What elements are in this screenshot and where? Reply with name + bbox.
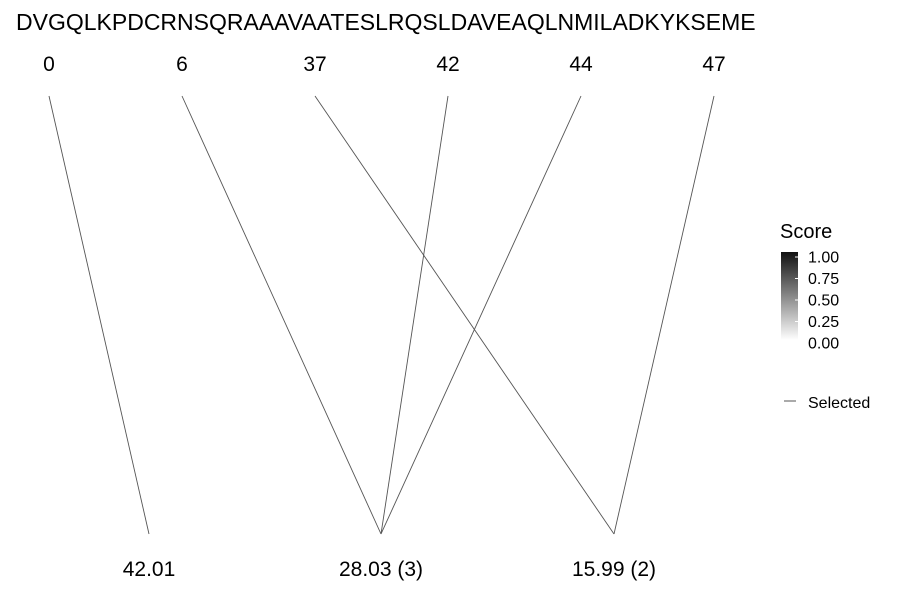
position-label-0: 0 xyxy=(43,53,55,76)
score-legend: Score 1.00 0.75 0.50 0.25 0.00 Selected xyxy=(780,221,870,412)
position-label-42: 42 xyxy=(436,53,459,76)
sequence-text: DVGQLKPDCRNSQRAAAVAATESLRQSLDAVEAQLNMILA… xyxy=(16,9,756,35)
legend-tick-label-0: 1.00 xyxy=(808,250,839,267)
score-colorbar xyxy=(781,252,798,340)
position-label-6: 6 xyxy=(176,53,188,76)
link-line-1 xyxy=(181,95,382,535)
legend-tick-label-4: 0.00 xyxy=(808,336,839,353)
mass-label-0: 42.01 xyxy=(123,558,176,581)
position-labels: 0 6 37 42 44 47 xyxy=(43,53,726,76)
mass-label-1: 28.03 (3) xyxy=(339,558,423,581)
legend-tick-label-3: 0.25 xyxy=(808,314,839,331)
link-line-5 xyxy=(613,95,715,535)
position-label-37: 37 xyxy=(303,53,326,76)
legend-tick-label-1: 0.75 xyxy=(808,271,839,288)
legend-title: Score xyxy=(780,221,832,243)
links-group xyxy=(48,95,715,535)
link-line-3 xyxy=(380,95,449,535)
link-line-2 xyxy=(314,95,615,535)
mass-label-2: 15.99 (2) xyxy=(572,558,656,581)
mass-labels: 42.01 28.03 (3) 15.99 (2) xyxy=(123,558,656,581)
selected-key-label: Selected xyxy=(808,395,870,412)
position-label-44: 44 xyxy=(569,53,593,76)
legend-tick-label-2: 0.50 xyxy=(808,293,839,310)
legend-ticks: 1.00 0.75 0.50 0.25 0.00 xyxy=(795,250,839,353)
position-label-47: 47 xyxy=(702,53,725,76)
link-line-0 xyxy=(48,95,150,535)
link-line-4 xyxy=(380,95,582,535)
